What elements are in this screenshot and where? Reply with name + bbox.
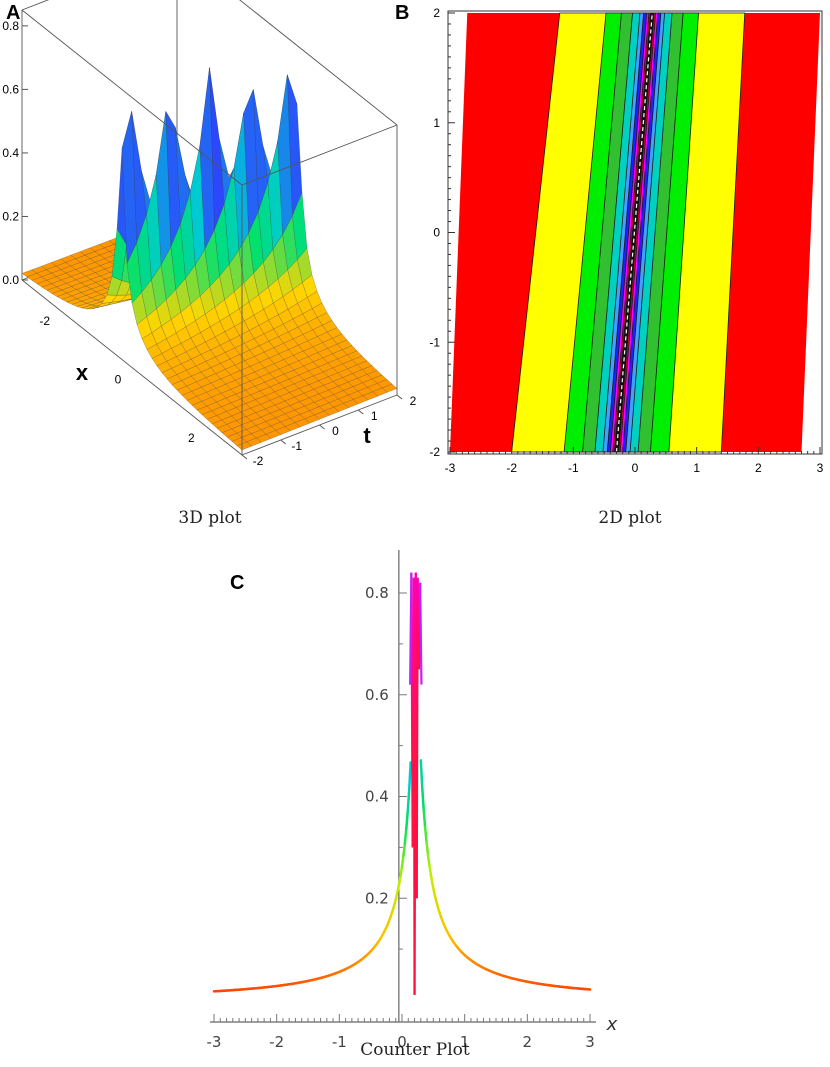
box-edge [21,279,243,456]
t-tick-mark [241,454,248,460]
x-tick-label: 0 [397,1033,407,1051]
line-plot: -3 -2 -1 0 1 2 3x 0.2 0.4 0.6 0.8 [207,550,618,1051]
curve-segment [423,826,428,844]
curve-segment [403,827,408,845]
surface-3d-plot: 0.0 0.2 0.4 0.6 0.8 -2 0 2 2 1 0 -1 -2 x t [2,0,417,468]
x-tick-label: 2 [755,461,762,475]
curve-segment [402,842,407,858]
t-tick-label: -2 [253,454,264,468]
surface-patch [275,426,291,435]
curve-segment [406,788,411,813]
surface-patch [352,395,369,405]
panel-letter-c: C [230,572,245,594]
box-edge [241,124,398,186]
center-line [615,12,653,453]
y-tick-label: -2 [429,445,440,459]
x-tick-label: 0 [632,461,639,475]
x-tick-label: -1 [332,1033,347,1051]
x-axis-label: x [76,360,89,385]
y-tick-label: 0 [433,226,440,240]
x-tick-label: -3 [207,1033,222,1051]
curve-segment [407,761,412,791]
x-tick-label: 0 [115,373,122,387]
curve-segment [429,873,434,885]
y-tick-label: 0.6 [365,686,389,704]
x-tick-label: -1 [568,461,579,475]
t-tick-label: 2 [410,394,417,408]
x-tick-label: 3 [585,1033,595,1051]
t-tick-mark [396,394,403,400]
box-edge [21,0,50,11]
curve-segment [422,808,427,829]
surface-patch [294,418,311,428]
caption-2d-plot: 2D plot [598,508,662,528]
x-tick-label: -2 [269,1033,284,1051]
x-tick-label: 1 [460,1033,470,1051]
x-tick-label: 2 [188,431,195,445]
x-tick-label: 2 [523,1033,533,1051]
curve-segment [426,853,431,868]
x-axis-label: x [606,1014,618,1035]
z-tick-label: 0.2 [2,209,19,223]
peak-segment [419,582,423,685]
curve-segment [399,865,404,878]
surface-patch [236,441,253,451]
z-tick-label: 0.8 [2,19,19,33]
curve-segment [405,809,410,830]
curve-segment [397,874,402,886]
t-tick-label: -1 [291,439,302,453]
surface-patch [372,387,388,397]
y-tick-label: 0.4 [365,788,389,806]
z-tick-label: 0.4 [2,146,19,160]
y-tick-label: 0.8 [365,584,389,602]
surface-patch [343,399,359,408]
box-edge [21,9,243,186]
surface-patch [333,403,350,412]
curve-segment [425,841,430,857]
caption-counter-plot: Counter Plot [360,1040,470,1060]
y-tick-label: 1 [433,116,440,130]
surface-patch [362,391,379,401]
curve-segment [419,759,424,789]
y-tick-label: 0.2 [365,889,389,907]
t-tick-mark [357,409,364,415]
curve-segment [420,786,425,811]
x-tick-label: -2 [39,314,50,328]
t-tick-label: 0 [332,424,339,438]
contour-2d-plot: -3 -2 -1 0 1 2 3 2 1 0 -1 -2 [429,6,824,475]
panel-letter-b: B [395,2,410,24]
surface-patch [314,410,330,420]
curve-segment [400,854,405,868]
curve-segment [428,864,433,877]
z-tick-label: 0.0 [2,273,19,287]
z-tick-label: 0.6 [2,82,19,96]
x-tick-label: -3 [445,461,456,475]
t-tick-mark [319,424,325,430]
t-tick-mark [280,439,287,445]
t-tick-label: 1 [371,409,378,423]
peak-segment [409,572,413,685]
y-tick-label: -1 [429,335,440,349]
box-edge [239,0,398,126]
y-tick-label: 2 [433,6,440,20]
x-tick-label: 1 [693,461,700,475]
panel-letter-a: A [6,2,21,24]
caption-3d-plot: 3D plot [178,508,242,528]
x-tick-label: -2 [506,461,517,475]
t-axis-label: t [363,423,371,448]
x-tick-label: 3 [817,461,824,475]
surface-patch [304,414,320,424]
